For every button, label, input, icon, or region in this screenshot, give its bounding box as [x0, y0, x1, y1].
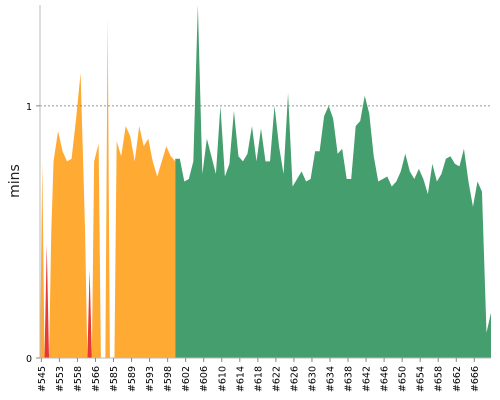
area-success	[175, 5, 492, 358]
x-tick-label: #646	[380, 366, 391, 392]
x-tick-label: #545	[37, 366, 48, 392]
x-tick-label: #618	[253, 366, 264, 392]
x-tick-label: #622	[271, 366, 282, 392]
x-tick-label: #662	[452, 366, 463, 392]
x-tick-labels: #545 #553 #558 #566 #585 #589 #593 #598 #602 #606…	[37, 358, 481, 392]
x-tick-label: #634	[325, 366, 336, 392]
y-axis-label: mins	[7, 164, 23, 198]
x-tick-label: #642	[362, 366, 373, 392]
x-tick-label: #606	[199, 366, 210, 392]
x-tick-label: #553	[55, 366, 66, 392]
x-tick-label: #585	[109, 366, 120, 392]
x-tick-label: #602	[181, 366, 192, 392]
y-tick-label: 1	[26, 102, 32, 113]
x-tick-label: #654	[416, 366, 427, 392]
x-tick-label: #598	[163, 366, 174, 392]
x-tick-label: #630	[307, 366, 318, 392]
axes	[39, 5, 491, 359]
x-tick-label: #638	[344, 366, 355, 392]
x-tick-label: #593	[145, 366, 156, 392]
y-tick-label: 0	[26, 354, 32, 365]
x-tick-label: #589	[127, 366, 138, 392]
series-areas	[40, 5, 492, 359]
x-tick-label: #610	[217, 366, 228, 392]
x-tick-label: #658	[434, 366, 445, 392]
y-tick-labels: 01	[26, 102, 40, 365]
x-tick-label: #650	[398, 366, 409, 392]
x-tick-label: #558	[73, 366, 84, 392]
x-tick-label: #626	[289, 366, 300, 392]
x-tick-label: #566	[91, 366, 102, 392]
area-unstable	[40, 17, 176, 359]
x-tick-label: #666	[470, 366, 481, 392]
x-tick-label: #614	[235, 366, 246, 392]
